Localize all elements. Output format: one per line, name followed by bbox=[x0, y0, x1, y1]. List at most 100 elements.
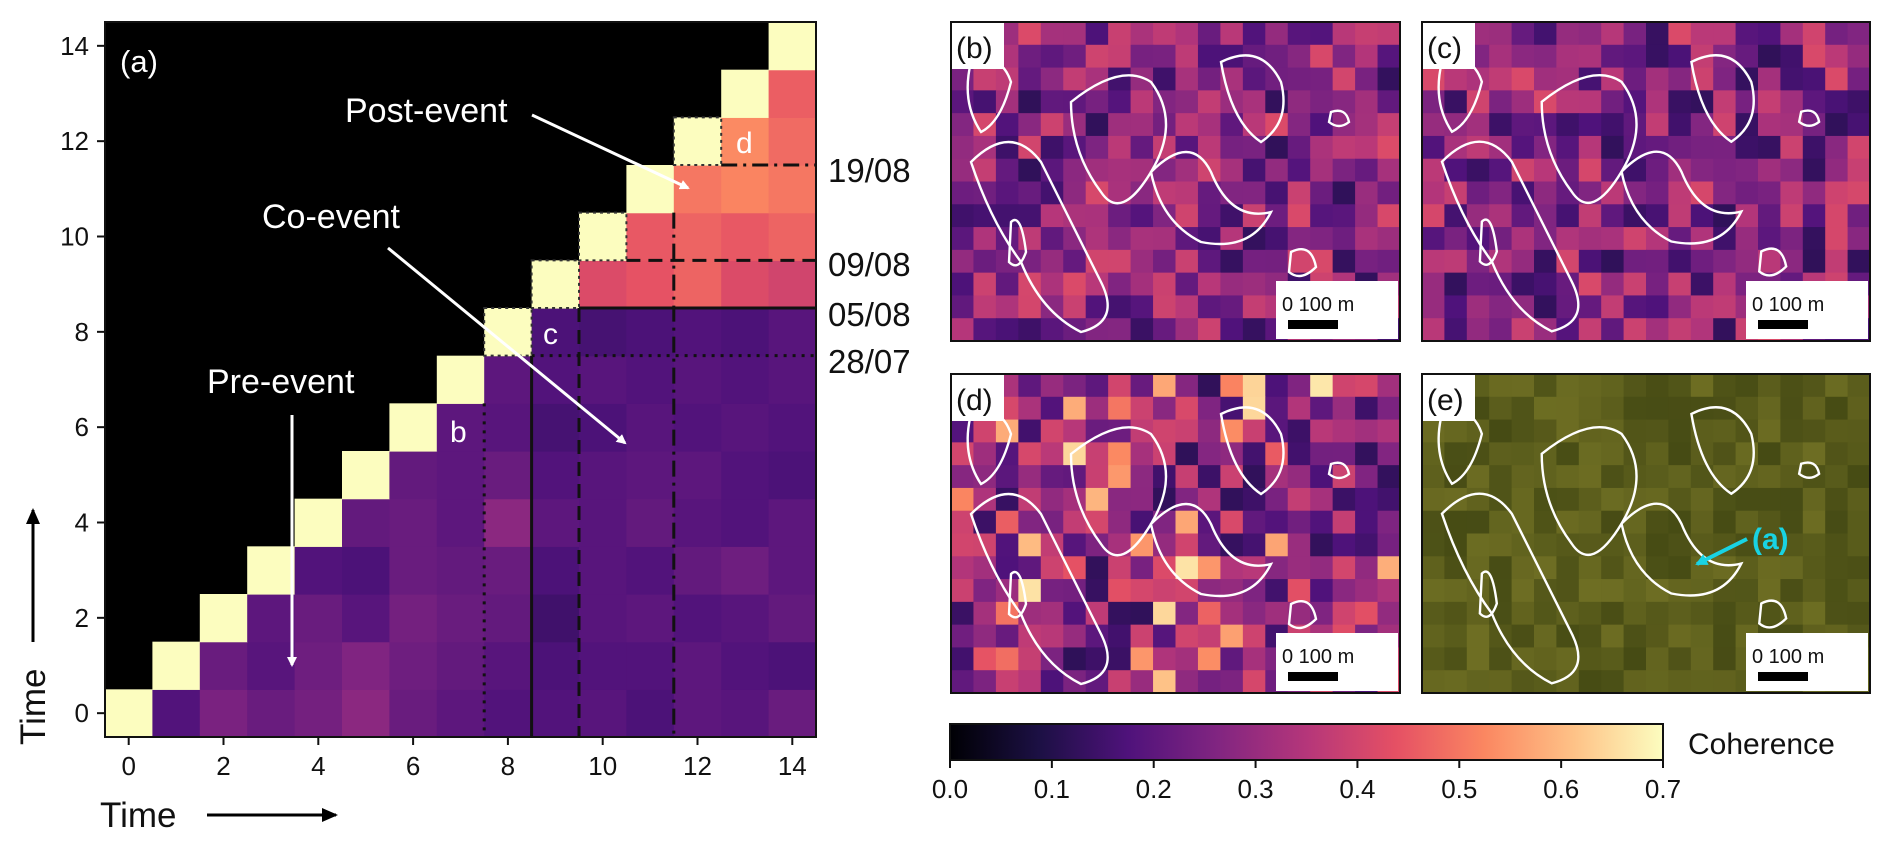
heatmap-cell bbox=[484, 355, 533, 404]
heatmap-cell bbox=[721, 117, 770, 166]
heatmap-cell bbox=[294, 498, 343, 547]
heatmap-cell bbox=[342, 689, 390, 738]
heatmap-separators bbox=[482, 116, 816, 737]
scale-text: 0 100 m bbox=[1282, 294, 1354, 316]
heatmap-cell bbox=[673, 689, 722, 738]
scale-box bbox=[1746, 281, 1868, 339]
heatmap-cell bbox=[721, 308, 770, 357]
map-border bbox=[950, 21, 1401, 342]
heatmap-cell bbox=[626, 308, 675, 357]
heatmap-cell bbox=[436, 403, 485, 452]
y-tick-label: 10 bbox=[60, 222, 89, 252]
heatmap-cell bbox=[579, 546, 627, 595]
heatmap-cell bbox=[579, 689, 627, 738]
heatmap-cell bbox=[342, 641, 390, 690]
heatmap-cell bbox=[152, 641, 201, 690]
heatmap-panel: 0 2 4 6 8 10 12 14 0 2 4 6 8 10 12 14 (a) Post-event Co… bbox=[14, 21, 911, 835]
heatmap-cell bbox=[484, 498, 533, 547]
diagonal-highlight bbox=[672, 116, 723, 167]
heatmap-cell bbox=[768, 69, 817, 118]
heatmap-cell bbox=[626, 260, 675, 309]
y-tick-label: 12 bbox=[60, 126, 89, 156]
heatmap-cell bbox=[721, 594, 770, 643]
post-event-label: Post-event bbox=[345, 92, 508, 130]
colorbar-tick-label: 0.4 bbox=[1339, 774, 1375, 804]
heatmap-cell bbox=[768, 355, 817, 404]
x-tick-label: 10 bbox=[588, 751, 617, 781]
heatmap-cell bbox=[389, 594, 438, 643]
x-tick-label: 14 bbox=[778, 751, 807, 781]
landslide-outlines bbox=[1437, 54, 1821, 333]
date-label-28-07: 28/07 bbox=[828, 343, 911, 380]
heatmap-cell bbox=[342, 498, 390, 547]
heatmap-cell bbox=[436, 355, 485, 404]
map-label-box bbox=[952, 375, 1004, 421]
heatmap-cell bbox=[673, 308, 722, 357]
scale-box bbox=[1276, 281, 1398, 339]
y-tick-label: 6 bbox=[75, 412, 89, 442]
heatmap-cell bbox=[721, 212, 770, 261]
map-border bbox=[950, 373, 1401, 694]
map-label: (b) bbox=[956, 32, 993, 65]
heatmap-cell bbox=[484, 594, 533, 643]
heatmap-cell bbox=[389, 451, 438, 500]
map-border bbox=[1421, 21, 1871, 342]
x-tick-label: 0 bbox=[121, 751, 135, 781]
heatmap-cell bbox=[247, 594, 296, 643]
heatmap-cell bbox=[673, 451, 722, 500]
heatmap-cell bbox=[389, 498, 438, 547]
heatmap-ticks: 0 2 4 6 8 10 12 14 0 2 4 6 8 10 12 14 bbox=[60, 31, 807, 781]
heatmap-cell bbox=[531, 451, 580, 500]
heatmap-cell bbox=[673, 498, 722, 547]
colorbar-tick-label: 0.6 bbox=[1543, 774, 1579, 804]
heatmap-cell bbox=[721, 498, 770, 547]
heatmap-cell bbox=[626, 403, 675, 452]
x-tick-label: 8 bbox=[501, 751, 515, 781]
heatmap-cell bbox=[436, 451, 485, 500]
heatmap-cell bbox=[721, 451, 770, 500]
heatmap-cell bbox=[768, 498, 817, 547]
colorbar-tick-label: 0.5 bbox=[1441, 774, 1477, 804]
scale-box bbox=[1276, 633, 1398, 691]
colorbar-label: Coherence bbox=[1688, 728, 1835, 761]
heatmap-cell bbox=[436, 546, 485, 595]
heatmap-cell bbox=[484, 641, 533, 690]
heatmap-cell bbox=[531, 403, 580, 452]
heatmap-cell bbox=[199, 689, 248, 738]
heatmap-cells bbox=[105, 22, 817, 738]
heatmap-cell bbox=[721, 69, 770, 118]
heatmap-cell bbox=[721, 260, 770, 309]
heatmap-cell bbox=[768, 165, 817, 214]
heatmap-cell bbox=[673, 641, 722, 690]
heatmap-cell bbox=[626, 355, 675, 404]
heatmap-cell bbox=[626, 594, 675, 643]
y-tick-label: 2 bbox=[75, 603, 89, 633]
panel-label-a: (a) bbox=[120, 44, 158, 79]
co-event-label: Co-event bbox=[262, 198, 401, 236]
heatmap-cell bbox=[199, 594, 248, 643]
map-panel-c: (c) 0 100 m bbox=[1421, 21, 1871, 342]
scale-text: 0 100 m bbox=[1752, 294, 1824, 316]
heatmap-cell bbox=[484, 451, 533, 500]
colorbar-tick-label: 0.7 bbox=[1645, 774, 1681, 804]
heatmap-cell bbox=[342, 451, 390, 500]
heatmap-cell bbox=[579, 355, 627, 404]
heatmap-cell bbox=[531, 260, 580, 309]
heatmap-cell bbox=[673, 403, 722, 452]
heatmap-cell bbox=[579, 212, 627, 261]
heatmap-cell bbox=[626, 498, 675, 547]
heatmap-frame bbox=[104, 21, 817, 738]
heatmap-cell bbox=[626, 212, 675, 261]
diagonal-highlight bbox=[578, 211, 628, 262]
y-tick-label: 14 bbox=[60, 31, 89, 61]
heatmap-cell bbox=[531, 641, 580, 690]
scale-bar bbox=[1288, 672, 1338, 681]
landslide-outlines bbox=[966, 54, 1351, 334]
scale-text: 0 100 m bbox=[1752, 646, 1824, 668]
heatmap-cell bbox=[626, 451, 675, 500]
heatmap-cell bbox=[342, 546, 390, 595]
heatmap-cell bbox=[768, 641, 817, 690]
heatmap-cell bbox=[342, 594, 390, 643]
map-panel-b: (b) 0 100 m bbox=[950, 21, 1401, 342]
callout-label: (a) bbox=[1752, 523, 1789, 556]
